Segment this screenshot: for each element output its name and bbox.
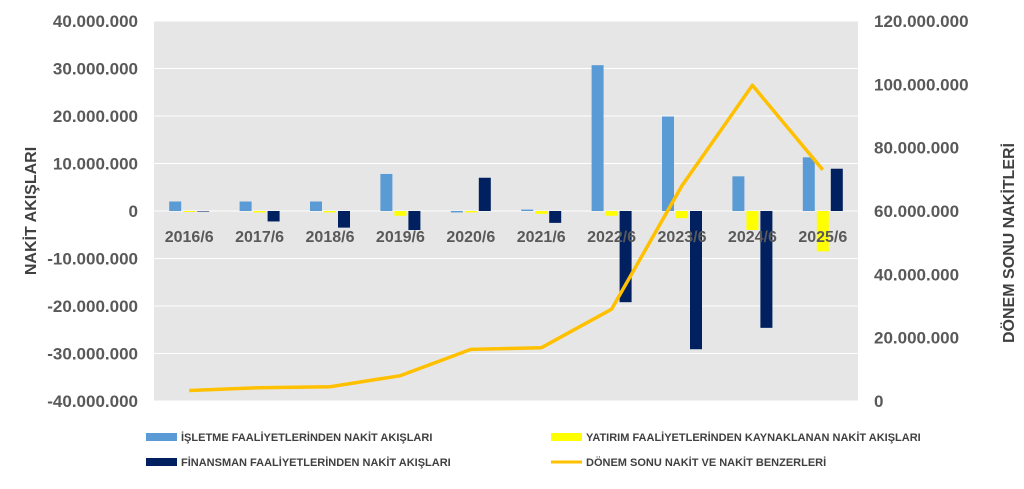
bar-s1-c8 [746,211,759,230]
line-series-3 [189,83,825,393]
bar-s2-c0 [197,211,210,212]
y-tick-label: 40.000.000 [53,12,138,31]
bar-s0-c3 [380,173,393,211]
y-tick-label: 20.000.000 [53,107,138,126]
bar-s0-c5 [521,209,534,211]
y-tick-label: -10.000.000 [47,250,138,269]
y-tick-label: -30.000.000 [47,345,138,364]
legend-label-3: DÖNEM SONU NAKİT VE NAKİT BENZERLERİ [586,456,826,469]
bar-s0-c2 [310,201,322,211]
legend-swatch-0 [146,433,177,441]
y2-tick-label: 60.000.000 [874,202,959,221]
x-category-label: 2024/6 [728,229,777,246]
bar-s1-c6 [605,211,618,216]
bar-s1-c3 [394,211,407,216]
bar-s2-c7 [690,211,702,350]
bar-s0-c8 [732,176,745,211]
y-axis-title: NAKİT AKIŞLARI [22,147,40,275]
x-category-label: 2016/6 [165,229,214,246]
y-tick-label: 30.000.000 [53,60,138,79]
bar-s2-c5 [549,211,562,223]
x-category-label: 2022/6 [587,229,636,246]
bar-s2-c3 [408,211,421,230]
bar-s2-c2 [338,211,350,228]
bar-s1-c2 [324,211,336,213]
bar-s1-c7 [676,211,688,219]
legend-swatch-2 [146,458,177,466]
bar-s0-c9 [802,157,815,211]
x-category-label: 2023/6 [658,229,707,246]
y2-axis-title: DÖNEM SONU NAKİTLERİ [999,143,1018,343]
y2-tick-label: 20.000.000 [874,329,959,348]
y2-tick-label: 40.000.000 [874,265,959,284]
legend-label-2: FİNANSMAN FAALİYETLERİNDEN NAKİT AKIŞLAR… [181,456,451,469]
x-category-label: 2019/6 [376,229,425,246]
x-category-label: 2017/6 [235,229,284,246]
x-category-label: 2021/6 [517,229,566,246]
y-tick-label: 0 [129,202,138,221]
x-category-label: 2020/6 [446,229,495,246]
bar-s2-c1 [267,211,280,222]
y2-tick-label: 0 [874,392,883,411]
bar-s1-c1 [253,211,266,213]
y-tick-label: -40.000.000 [47,392,138,411]
bar-s1-c5 [535,211,548,214]
bar-s0-c1 [239,201,252,211]
legend-label-1: YATIRIM FAALİYETLERİNDEN KAYNAKLANAN NAK… [586,431,921,444]
bar-s0-c4 [450,211,463,213]
legend-swatch-1 [551,433,582,441]
y2-tick-label: 80.000.000 [874,139,959,158]
bar-s1-c4 [464,211,477,213]
bar-s1-c9 [816,211,829,252]
legend-label-0: İŞLETME FAALİYETLERİNDEN NAKİT AKIŞLARI [181,431,432,444]
x-category-label: 2025/6 [798,229,847,246]
y-tick-label: -20.000.000 [47,297,138,316]
y2-tick-label: 120.000.000 [874,12,969,31]
bar-s2-c4 [478,177,491,211]
bar-s1-c0 [183,211,196,212]
bar-s2-c8 [760,211,773,328]
x-category-label: 2018/6 [306,229,355,246]
bar-s0-c7 [662,116,674,211]
bar-s0-c0 [169,201,182,211]
bar-s0-c6 [591,65,604,211]
y-tick-label: 10.000.000 [53,155,138,174]
bar-s2-c9 [830,168,843,211]
y2-tick-label: 100.000.000 [874,75,969,94]
